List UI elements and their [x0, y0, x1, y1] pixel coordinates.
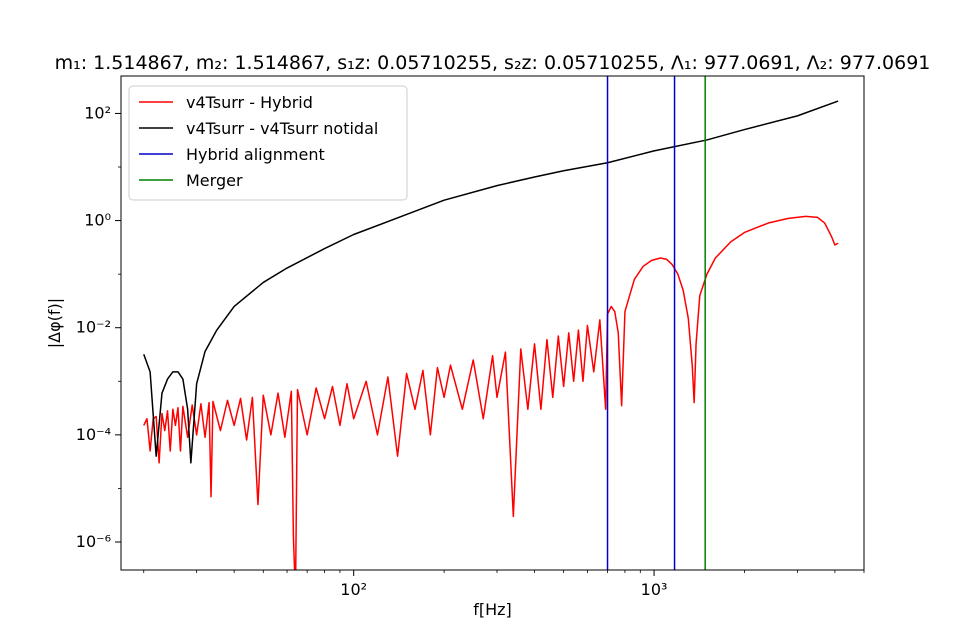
- y-tick-label: 10⁰: [84, 211, 111, 230]
- y-tick-label: 10⁻⁴: [76, 425, 111, 444]
- y-tick-label: 10⁻⁶: [76, 532, 111, 551]
- x-tick-label: 10³: [641, 580, 668, 599]
- legend-box: [128, 85, 408, 201]
- legend-label: Merger: [186, 171, 243, 190]
- plot-area: [143, 76, 839, 570]
- legend: v4Tsurr - Hybrid v4Tsurr - v4Tsurr notida…: [128, 85, 408, 201]
- chart-title: m₁: 1.514867, m₂: 1.514867, s₁z: 0.05710…: [55, 52, 931, 74]
- x-tick-label: 10²: [340, 580, 367, 599]
- y-axis-label: |Δφ(f)|: [45, 298, 64, 348]
- legend-label: v4Tsurr - Hybrid: [186, 93, 313, 112]
- x-axis-ticks: 10² 10³: [143, 570, 865, 599]
- y-tick-label: 10²: [84, 103, 111, 122]
- series-line-1: [143, 100, 839, 464]
- y-tick-label: 10⁻²: [76, 318, 111, 337]
- legend-label: Hybrid alignment: [186, 145, 325, 164]
- legend-label: v4Tsurr - v4Tsurr notidal: [186, 119, 378, 138]
- y-axis-ticks: 10⁻⁶ 10⁻⁴ 10⁻² 10⁰ 10²: [76, 103, 121, 551]
- axes-frame: [120, 75, 865, 571]
- x-axis-label: f[Hz]: [473, 600, 512, 619]
- series-line-0: [143, 215, 839, 570]
